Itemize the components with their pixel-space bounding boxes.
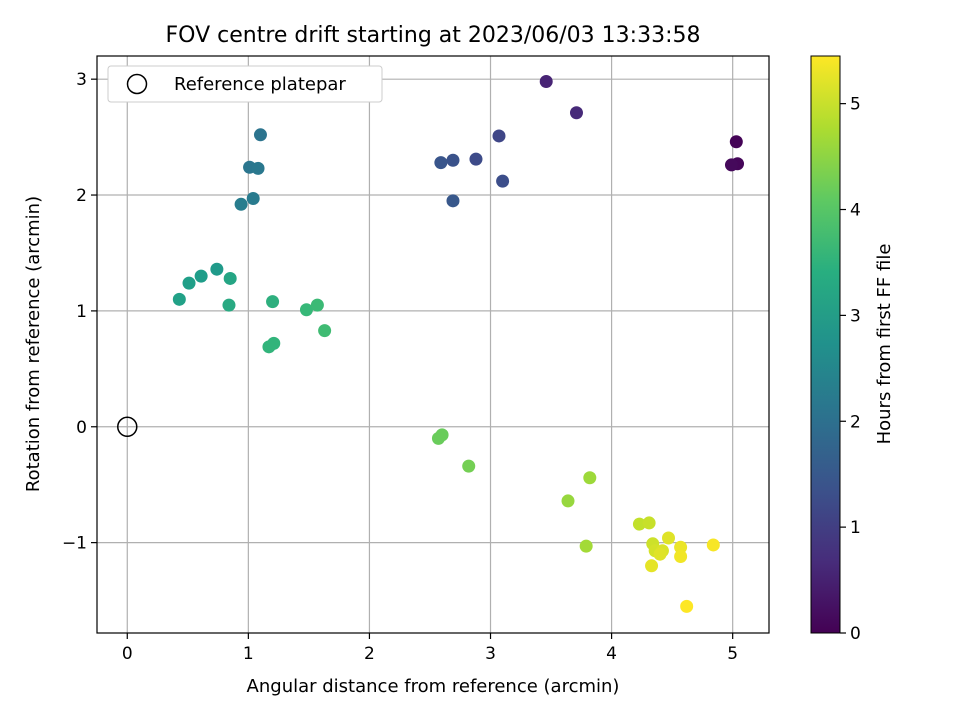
data-point — [446, 194, 460, 208]
data-point — [299, 303, 313, 317]
data-point — [172, 292, 186, 306]
y-tick-label: −1 — [62, 534, 87, 554]
data-point — [446, 153, 460, 167]
colorbar-tick-label: 1 — [850, 518, 861, 538]
data-point — [251, 161, 265, 175]
plot-points — [117, 74, 745, 613]
legend-entry-label: Reference platepar — [174, 74, 346, 95]
data-point — [680, 599, 694, 613]
legend: Reference platepar — [107, 65, 383, 103]
legend-open-circle-marker — [126, 73, 148, 95]
colorbar-ticks: 0 1 2 3 4 5 — [840, 95, 861, 644]
data-point — [674, 550, 688, 564]
data-point — [318, 324, 332, 338]
x-tick-label: 5 — [727, 644, 738, 664]
data-point — [310, 298, 324, 312]
data-point — [569, 106, 583, 120]
data-point — [266, 295, 280, 309]
data-point — [262, 340, 276, 354]
colorbar-label: Hours from first FF file — [874, 244, 895, 445]
data-point — [645, 559, 659, 573]
y-axis-ticks: −1 0 1 2 3 — [62, 70, 97, 554]
y-tick-label: 0 — [76, 418, 87, 438]
y-axis-label: Rotation from reference (arcmin) — [23, 196, 44, 492]
y-tick-label: 3 — [76, 70, 87, 90]
x-tick-label: 0 — [122, 644, 133, 664]
data-point — [724, 158, 738, 172]
reference-platepar-marker — [117, 416, 138, 438]
data-point — [662, 531, 676, 545]
y-tick-label: 1 — [76, 302, 87, 322]
y-tick-label: 2 — [76, 186, 87, 206]
colorbar-tick-label: 4 — [850, 201, 861, 221]
data-point — [431, 431, 445, 445]
colorbar: 0 1 2 3 4 5 Hours from first FF file — [810, 55, 895, 644]
data-point — [706, 538, 720, 552]
colorbar-tick-label: 0 — [850, 624, 861, 644]
data-point — [234, 197, 248, 211]
data-point — [223, 271, 237, 285]
data-point — [674, 540, 688, 554]
data-point — [210, 262, 224, 276]
data-point — [642, 516, 656, 530]
data-point — [653, 547, 667, 561]
x-tick-label: 1 — [243, 644, 254, 664]
x-axis-ticks: 0 1 2 3 4 5 — [122, 633, 738, 664]
data-point — [496, 174, 510, 188]
colorbar-gradient — [810, 55, 841, 634]
data-point — [194, 269, 208, 283]
plot-frame — [96, 55, 770, 634]
colorbar-tick-label: 5 — [850, 95, 861, 115]
x-tick-label: 4 — [606, 644, 617, 664]
data-point — [469, 152, 483, 166]
data-point — [492, 129, 506, 143]
data-point — [434, 156, 448, 170]
colorbar-tick-label: 3 — [850, 306, 861, 326]
data-point — [462, 459, 476, 473]
data-point — [579, 539, 593, 553]
data-point — [632, 517, 646, 531]
x-axis-label: Angular distance from reference (arcmin) — [247, 676, 620, 697]
x-tick-label: 3 — [485, 644, 496, 664]
data-point — [561, 494, 575, 508]
chart-title: FOV centre drift starting at 2023/06/03 … — [166, 23, 701, 48]
grid-lines — [97, 56, 769, 633]
colorbar-tick-label: 2 — [850, 412, 861, 432]
data-point — [246, 192, 260, 206]
data-point — [729, 135, 743, 149]
data-point — [182, 276, 196, 290]
legend-box — [107, 65, 383, 103]
data-point — [583, 471, 597, 485]
data-point — [539, 74, 553, 88]
x-tick-label: 2 — [364, 644, 375, 664]
data-point — [253, 128, 267, 142]
data-point — [222, 298, 236, 312]
